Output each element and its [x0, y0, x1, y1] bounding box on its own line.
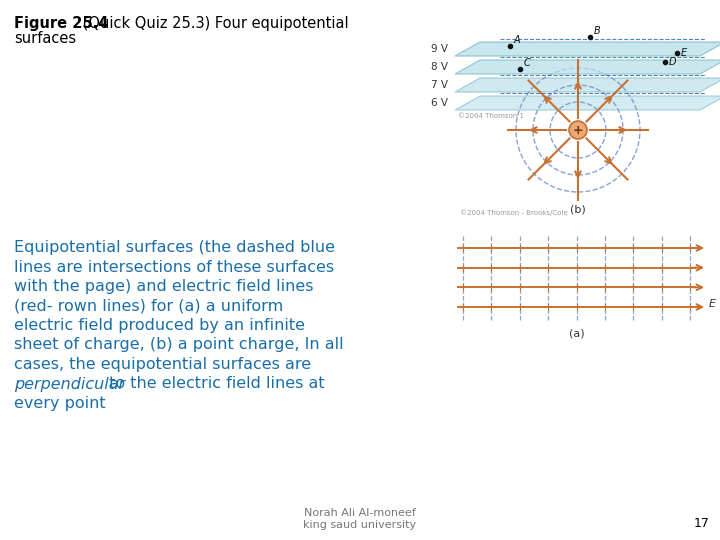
Polygon shape	[455, 60, 720, 74]
Text: 17: 17	[694, 517, 710, 530]
Text: (red- rown lines) for (a) a uniform: (red- rown lines) for (a) a uniform	[14, 299, 283, 314]
Circle shape	[569, 121, 587, 139]
Text: Equipotential surfaces (the dashed blue: Equipotential surfaces (the dashed blue	[14, 240, 335, 255]
Text: to the electric field lines at: to the electric field lines at	[104, 376, 325, 392]
Text: 8 V: 8 V	[431, 62, 448, 72]
Text: C: C	[524, 58, 531, 68]
Text: B: B	[594, 26, 600, 36]
Text: electric field produced by an infinite: electric field produced by an infinite	[14, 318, 305, 333]
Polygon shape	[455, 96, 720, 110]
Text: 6 V: 6 V	[431, 98, 448, 108]
Text: +: +	[572, 124, 583, 137]
Text: sheet of charge, (b) a point charge, In all: sheet of charge, (b) a point charge, In …	[14, 338, 343, 353]
Text: 7 V: 7 V	[431, 80, 448, 90]
Text: Figure 25.4: Figure 25.4	[14, 16, 109, 31]
Text: D: D	[669, 57, 677, 67]
Text: (a): (a)	[569, 329, 585, 339]
Text: cases, the equipotential surfaces are: cases, the equipotential surfaces are	[14, 357, 311, 372]
Text: ©2004 Thomson 1: ©2004 Thomson 1	[458, 113, 524, 119]
Text: E: E	[709, 299, 716, 309]
Text: surfaces: surfaces	[14, 31, 76, 46]
Polygon shape	[455, 42, 720, 56]
Polygon shape	[455, 78, 720, 92]
Text: ©2004 Thomson - Brooks/Cole: ©2004 Thomson - Brooks/Cole	[460, 210, 567, 216]
Text: lines are intersections of these surfaces: lines are intersections of these surface…	[14, 260, 334, 274]
Text: every point: every point	[14, 396, 106, 411]
Text: A: A	[514, 35, 521, 45]
Text: with the page) and electric field lines: with the page) and electric field lines	[14, 279, 313, 294]
Text: (b): (b)	[570, 205, 586, 215]
Text: (Quick Quiz 25.3) Four equipotential: (Quick Quiz 25.3) Four equipotential	[78, 16, 348, 31]
Text: E: E	[681, 48, 687, 58]
Text: 9 V: 9 V	[431, 44, 448, 54]
Text: perpendicular: perpendicular	[14, 376, 125, 392]
Text: Norah Ali Al-moneef
king saud university: Norah Ali Al-moneef king saud university	[303, 508, 417, 530]
